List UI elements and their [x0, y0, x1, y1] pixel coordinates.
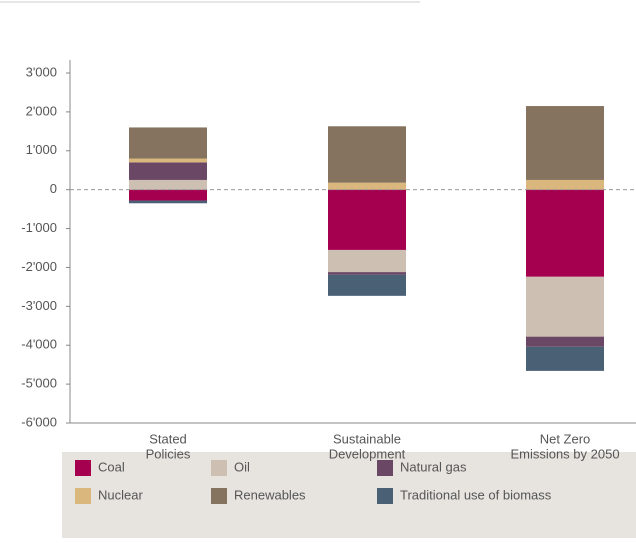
y-tick-label: -6'000: [21, 414, 57, 429]
bar-segment: [328, 274, 406, 296]
bar-segment: [526, 336, 604, 347]
x-tick-label: Net Zero: [540, 431, 591, 446]
legend-label: Nuclear: [98, 487, 143, 502]
bar-segment: [129, 179, 207, 190]
legend-swatch: [75, 488, 91, 504]
y-tick-label: -2'000: [21, 259, 57, 274]
bar-segment: [129, 200, 207, 204]
legend-swatch: [377, 488, 393, 504]
x-tick-label: Sustainable: [333, 431, 401, 446]
y-tick-label: 1'000: [26, 142, 57, 157]
bar-segment: [328, 126, 406, 183]
y-tick-label: 3'000: [26, 64, 57, 79]
legend-label: Natural gas: [400, 459, 467, 474]
bar-segment: [328, 189, 406, 250]
y-tick-label: 0: [50, 181, 57, 196]
x-tick-label: Emissions by 2050: [510, 446, 619, 461]
y-tick-label: -5'000: [21, 376, 57, 391]
bar-segment: [526, 346, 604, 371]
y-tick-label: -3'000: [21, 298, 57, 313]
legend-swatch: [75, 460, 91, 476]
legend-label: Coal: [98, 459, 125, 474]
y-tick-label: -1'000: [21, 220, 57, 235]
legend-box: [62, 452, 636, 538]
legend-swatch: [211, 488, 227, 504]
y-tick-label: 2'000: [26, 103, 57, 118]
y-tick-label: -4'000: [21, 337, 57, 352]
bar-segment: [328, 182, 406, 190]
legend-swatch: [377, 460, 393, 476]
bar-segment: [129, 127, 207, 159]
x-tick-label: Policies: [146, 446, 191, 461]
bar-segment: [328, 249, 406, 273]
bar-segment: [526, 179, 604, 190]
bar-segment: [129, 162, 207, 180]
legend-label: Renewables: [234, 487, 306, 502]
x-tick-label: Development: [329, 446, 406, 461]
bar-segment: [129, 158, 207, 163]
bar-segment: [328, 272, 406, 275]
legend-label: Oil: [234, 459, 250, 474]
bar-segment: [129, 189, 207, 201]
legend-swatch: [211, 460, 227, 476]
legend-label: Traditional use of biomass: [400, 487, 552, 502]
x-tick-label: Stated: [149, 431, 187, 446]
bar-segment: [526, 276, 604, 337]
bar-segment: [526, 189, 604, 277]
bar-segment: [526, 106, 604, 180]
